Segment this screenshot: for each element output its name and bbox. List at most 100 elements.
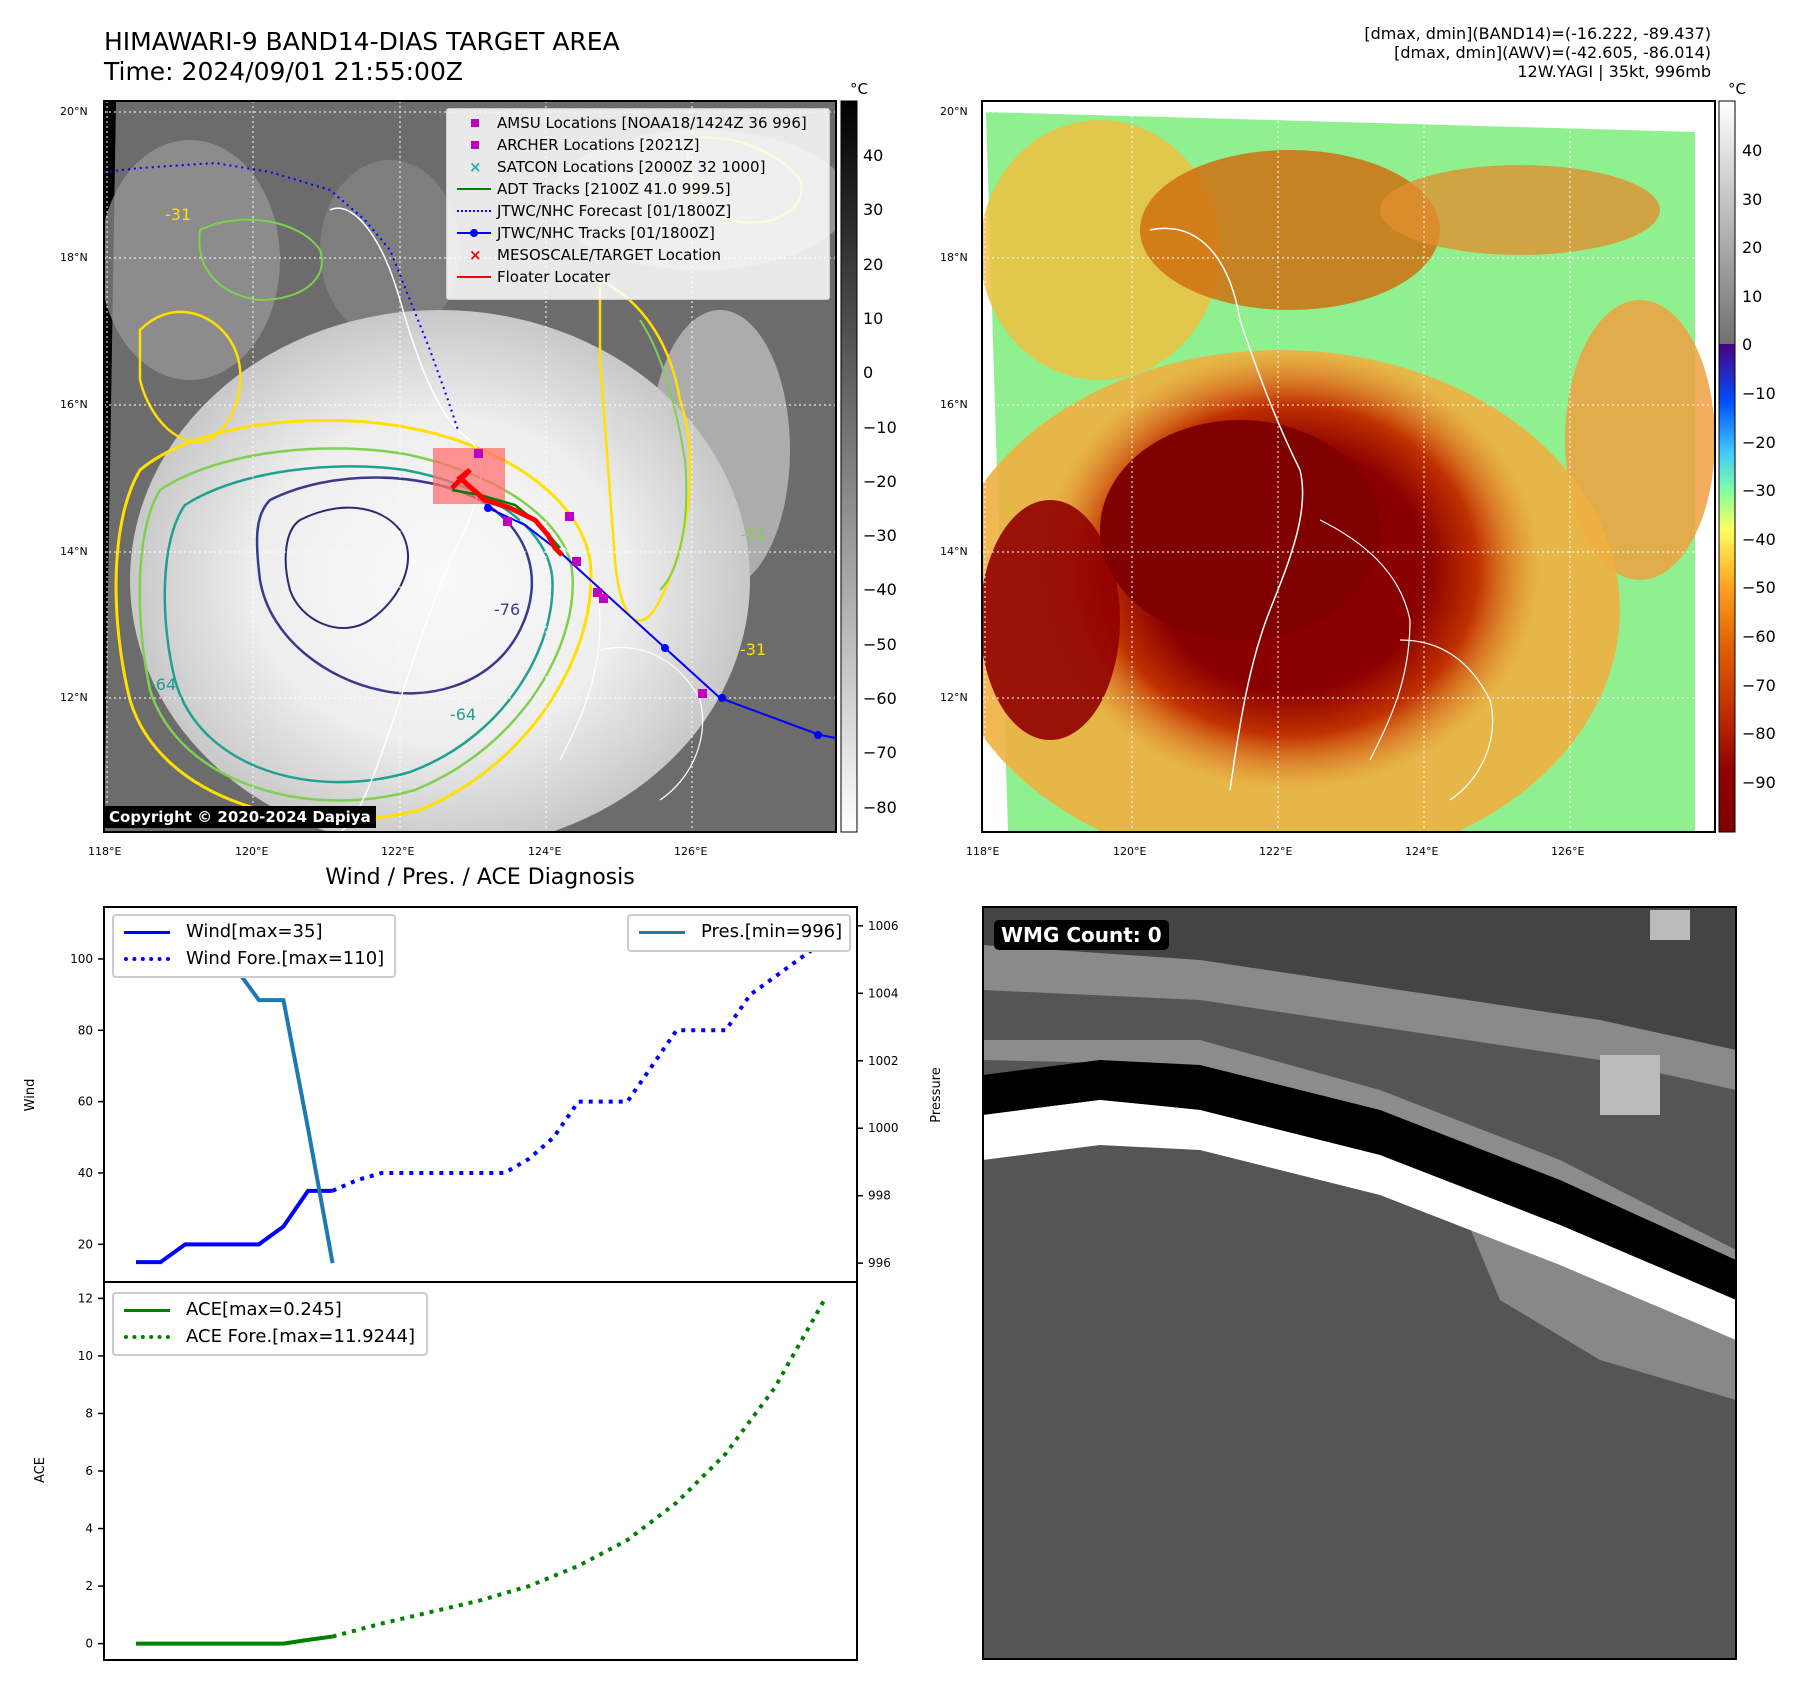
wmg-white-band	[983, 1100, 1736, 1340]
storm-status: 12W.YAGI | 35kt, 996mb	[1517, 62, 1711, 81]
colorbar-tick-label: −70	[863, 743, 897, 763]
pressure-legend: Pres.[min=996]	[627, 914, 851, 952]
wmg-count-label: WMG Count: 0	[994, 920, 1169, 950]
lon-label: 126°E	[1551, 845, 1585, 858]
series-line-wind-max	[136, 1188, 333, 1265]
ytick-label: 100	[70, 952, 93, 966]
floater-locater	[450, 468, 564, 557]
ytick-label: 6	[85, 1464, 93, 1478]
colorbar-tick-label: −50	[863, 634, 897, 654]
colorbar-tick-label: −50	[1742, 578, 1776, 598]
contour-labels: -64 -76 -64 -31 -51 -31	[150, 205, 766, 724]
ytick-label: 40	[78, 1166, 93, 1180]
contour-80	[284, 506, 410, 630]
typhoon-cloud-mass	[130, 310, 750, 832]
ytick-label: 996	[868, 1256, 891, 1270]
ytick-label: 4	[85, 1522, 93, 1536]
lon-label: 118°E	[966, 845, 1000, 858]
x-marker-icon: ×	[469, 246, 482, 264]
colorbar-tick-label: 0	[1742, 335, 1753, 355]
enhanced-colorbar-warm	[1719, 101, 1735, 344]
colorbar-tick-label: 40	[863, 146, 884, 165]
coastline	[599, 646, 704, 801]
ytick-label: 0	[85, 1637, 93, 1651]
colorbar-tick-label: −60	[863, 689, 897, 708]
contour-label: -51	[740, 525, 766, 544]
contour-label: -31	[165, 205, 191, 224]
ytick-label: 1002	[868, 1054, 899, 1068]
gray-colorbar	[840, 100, 858, 833]
colorbar-tick-label: −40	[1742, 529, 1776, 549]
contour-51-west	[198, 218, 323, 302]
dotted-line-icon	[124, 1335, 170, 1339]
cloud-region	[1140, 150, 1440, 310]
map-gridlines	[982, 101, 1715, 832]
colorbar-tick-label: 0	[863, 363, 874, 383]
lon-label: 120°E	[235, 845, 269, 858]
cloud-region	[982, 120, 1220, 380]
jtwc-best-track	[487, 507, 836, 739]
colorbar-tick-label: −20	[1742, 432, 1776, 452]
stats-header: [dmax, dmin](BAND14)=(-16.222, -89.437) …	[1111, 24, 1711, 81]
mesoscale-target-area	[433, 448, 505, 504]
map-legend: AMSU Locations [NOAA18/1424Z 36 996] ARC…	[446, 108, 830, 300]
lon-label: 124°E	[528, 845, 562, 858]
colorbar-tick-label: −80	[1742, 724, 1776, 744]
colorbar-unit: °C	[850, 80, 868, 98]
lon-label: 120°E	[1113, 845, 1147, 858]
enhanced-ir-panel	[981, 100, 1736, 833]
ytick-label: 1000	[868, 1121, 899, 1135]
square-marker-icon	[471, 141, 479, 149]
colorbar-tick-label: −80	[863, 797, 897, 817]
series-line-wind-fore-max	[331, 939, 826, 1193]
map-frame	[103, 100, 837, 833]
awv-range: [dmax, dmin](AWV)=(-42.605, -86.014)	[1394, 43, 1711, 62]
lat-label: 14°N	[60, 545, 88, 558]
line-marker-icon	[639, 931, 685, 934]
typhoon-eye-region	[1100, 420, 1380, 640]
colorbar-tick-label: 30	[863, 200, 884, 220]
wmg-region	[983, 907, 1736, 1050]
lon-label: 122°E	[1259, 845, 1293, 858]
ytick-label: 8	[85, 1406, 93, 1420]
line-marker-icon	[124, 1309, 170, 1312]
cloud-region	[1380, 165, 1660, 255]
chart-title: Wind / Pres. / ACE Diagnosis	[325, 865, 634, 890]
wmg-cell-cluster	[1600, 1055, 1660, 1115]
amsu-archer-locations	[474, 449, 707, 698]
colorbar-tick-label: 20	[1742, 238, 1763, 258]
line-marker-icon	[124, 931, 170, 934]
contour-64	[163, 465, 554, 784]
x-marker-icon: ×	[469, 158, 482, 176]
lon-label: 122°E	[381, 845, 415, 858]
ace-series-group	[136, 1299, 826, 1646]
wind-legend: Wind[max=35] Wind Fore.[max=110]	[112, 914, 396, 978]
copyright-label: Copyright © 2020-2024 Dapiya	[104, 806, 376, 828]
ytick-label: 12	[78, 1291, 93, 1305]
lat-label: 12°N	[940, 691, 968, 704]
coastline	[1399, 639, 1494, 801]
contour-51	[138, 447, 575, 802]
lat-label: 12°N	[60, 691, 88, 704]
cloud-region	[320, 160, 460, 340]
contour-31	[114, 418, 593, 822]
title-line-2: Time: 2024/09/01 21:55:00Z	[104, 57, 463, 86]
wind-ytick-group: 20 40 60 80 100	[70, 952, 104, 1251]
colorbar-tick-label: −10	[1742, 384, 1776, 403]
dotted-line-icon	[457, 210, 491, 212]
wmg-frame	[982, 906, 1737, 1660]
colorbar-tick-label: −30	[863, 526, 897, 546]
contour-label: -64	[150, 675, 176, 694]
colorbar-tick-label: −30	[1742, 481, 1776, 501]
wmg-black-band	[983, 1060, 1736, 1300]
colorbar-tick-label: 20	[863, 254, 884, 274]
ytick-label: 1006	[868, 919, 899, 933]
cloud-region	[1565, 300, 1715, 580]
lat-label: 14°N	[940, 545, 968, 558]
ytick-label: 60	[78, 1095, 93, 1109]
ytick-label: 2	[85, 1579, 93, 1593]
colorbar-tick-label: 10	[863, 308, 884, 328]
lat-label: 20°N	[940, 105, 968, 118]
map-frame	[981, 100, 1716, 833]
pressure-ylabel: Pressure	[929, 1067, 944, 1123]
